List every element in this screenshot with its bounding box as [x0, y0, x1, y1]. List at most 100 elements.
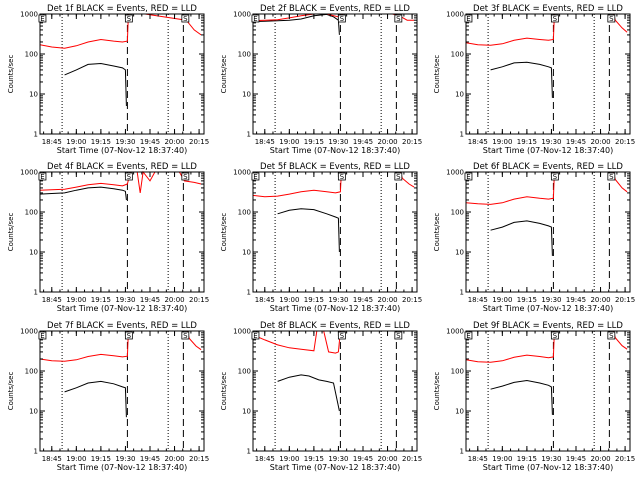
marker-box [181, 172, 190, 181]
x-axis-label: Start Time (07-Nov-12 18:37:40) [270, 146, 400, 155]
y-tick-label: 1 [247, 289, 251, 297]
panel-title: Det 8f BLACK = Events, RED = LLD [260, 321, 410, 331]
marker-box [464, 14, 473, 23]
x-tick-label: 19:45 [140, 138, 160, 146]
x-axis-label: Start Time (07-Nov-12 18:37:40) [483, 304, 613, 313]
marker-label: S [609, 15, 614, 23]
lld-series-line [39, 330, 202, 362]
y-tick-label: 10 [455, 91, 464, 99]
x-tick-label: 19:15 [517, 455, 537, 463]
x-axis-label: Start Time (07-Nov-12 18:37:40) [57, 146, 187, 155]
y-tick-label: 10 [29, 408, 38, 416]
x-tick-label: 19:30 [328, 455, 348, 463]
y-tick-label: 1 [247, 448, 251, 456]
x-tick-label: 19:30 [328, 296, 348, 304]
panel-title: Det 6f BLACK = Events, RED = LLD [473, 162, 623, 172]
marker-box [337, 172, 346, 181]
x-tick-label: 19:45 [353, 138, 373, 146]
x-tick-label: 19:00 [492, 138, 512, 146]
events-series-line [64, 62, 127, 107]
events-series-line [252, 13, 340, 35]
x-tick-label: 19:15 [91, 455, 111, 463]
x-tick-label: 19:45 [566, 455, 586, 463]
lld-series-line [465, 171, 628, 205]
y-axis-label: Counts/sec [220, 213, 228, 252]
x-tick-label: 20:00 [377, 138, 397, 146]
events-series-line [39, 186, 127, 201]
marker-label: E [466, 15, 470, 23]
y-tick-label: 1000 [233, 328, 251, 336]
marker-box [251, 172, 260, 181]
x-tick-label: 20:15 [189, 455, 209, 463]
marker-box [337, 14, 346, 23]
y-tick-label: 100 [25, 368, 38, 376]
marker-label: E [253, 15, 257, 23]
marker-label: E [466, 332, 470, 340]
x-tick-label: 19:30 [541, 138, 561, 146]
y-tick-label: 10 [29, 91, 38, 99]
x-tick-label: 19:00 [66, 455, 86, 463]
marker-label: S [609, 332, 614, 340]
x-tick-label: 20:00 [164, 455, 184, 463]
plot-frame [465, 171, 631, 293]
marker-label: S [553, 332, 558, 340]
x-tick-label: 20:00 [590, 296, 610, 304]
x-tick-label: 19:15 [91, 296, 111, 304]
x-axis-label: Start Time (07-Nov-12 18:37:40) [57, 463, 187, 472]
x-tick-label: 19:00 [492, 455, 512, 463]
x-tick-label: 20:15 [615, 455, 635, 463]
panel-2: Det 2f BLACK = Events, RED = LLD 1 10 100 10… [220, 4, 422, 155]
x-tick-label: 19:00 [279, 138, 299, 146]
plot-frame [39, 171, 205, 293]
marker-box [181, 331, 190, 340]
marker-box [181, 14, 190, 23]
y-tick-label: 1 [460, 448, 464, 456]
y-tick-label: 100 [25, 209, 38, 217]
y-tick-label: 10 [242, 408, 251, 416]
panel-title: Det 2f BLACK = Events, RED = LLD [260, 4, 410, 14]
y-axis-label: Counts/sec [433, 213, 441, 252]
y-tick-label: 1000 [233, 169, 251, 177]
x-tick-label: 18:45 [255, 296, 275, 304]
marker-label: S [340, 332, 345, 340]
x-tick-label: 20:00 [377, 455, 397, 463]
y-tick-label: 1 [460, 289, 464, 297]
panel-title: Det 1f BLACK = Events, RED = LLD [47, 4, 197, 14]
marker-label: S [396, 15, 401, 23]
x-tick-label: 19:00 [66, 138, 86, 146]
panel-4: Det 4f BLACK = Events, RED = LLD 1 10 100 10… [7, 162, 209, 313]
marker-label: E [466, 173, 470, 181]
panel-9: Det 9f BLACK = Events, RED = LLD 1 10 100 10… [433, 321, 635, 472]
x-tick-label: 19:30 [115, 296, 135, 304]
x-tick-label: 20:15 [402, 455, 422, 463]
marker-box [607, 14, 616, 23]
marker-box [550, 331, 559, 340]
marker-box [251, 14, 260, 23]
marker-label: S [340, 15, 345, 23]
panel-5: Det 5f BLACK = Events, RED = LLD 1 10 100 10… [220, 162, 422, 313]
y-tick-label: 100 [238, 51, 251, 59]
x-tick-label: 20:00 [590, 138, 610, 146]
y-tick-label: 1 [34, 448, 38, 456]
marker-box [464, 172, 473, 181]
x-tick-label: 20:15 [402, 138, 422, 146]
y-tick-label: 100 [451, 209, 464, 217]
panel-1: Det 1f BLACK = Events, RED = LLD 1 10 100 10… [7, 4, 209, 155]
x-tick-label: 19:00 [279, 455, 299, 463]
y-tick-label: 1 [34, 289, 38, 297]
y-tick-label: 1000 [446, 328, 464, 336]
plot-frame [252, 330, 418, 452]
marker-label: S [127, 332, 132, 340]
x-tick-label: 20:00 [164, 138, 184, 146]
x-axis-label: Start Time (07-Nov-12 18:37:40) [57, 304, 187, 313]
marker-box [550, 172, 559, 181]
events-series-line [490, 379, 553, 415]
marker-box [124, 331, 133, 340]
marker-box [394, 172, 403, 181]
x-tick-label: 20:15 [615, 296, 635, 304]
x-axis-label: Start Time (07-Nov-12 18:37:40) [483, 146, 613, 155]
marker-box [124, 14, 133, 23]
marker-box [38, 331, 47, 340]
panel-title: Det 4f BLACK = Events, RED = LLD [47, 162, 197, 172]
y-axis-label: Counts/sec [7, 372, 15, 411]
